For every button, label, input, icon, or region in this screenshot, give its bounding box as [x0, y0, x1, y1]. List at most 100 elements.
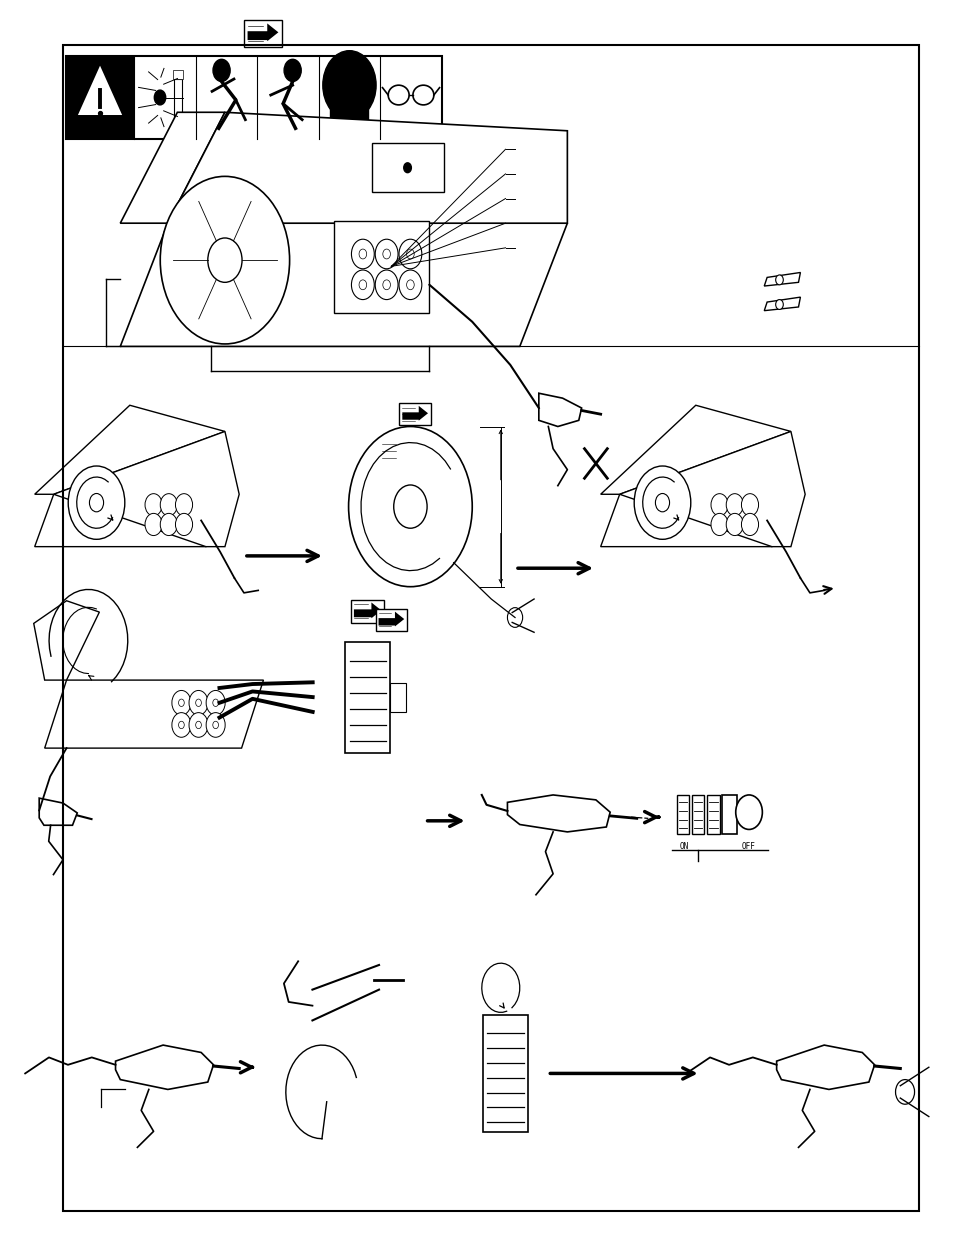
Polygon shape	[619, 431, 804, 547]
Circle shape	[740, 514, 758, 536]
Circle shape	[710, 494, 727, 516]
Polygon shape	[33, 600, 99, 680]
Circle shape	[160, 494, 177, 516]
Circle shape	[189, 690, 208, 715]
Circle shape	[406, 280, 414, 290]
Circle shape	[398, 270, 421, 300]
Polygon shape	[168, 112, 567, 224]
Bar	[390, 683, 405, 713]
Polygon shape	[600, 405, 790, 494]
Circle shape	[375, 270, 397, 300]
Circle shape	[351, 270, 374, 300]
Circle shape	[206, 690, 225, 715]
Circle shape	[655, 494, 669, 511]
Circle shape	[175, 514, 193, 536]
Bar	[244, 20, 281, 47]
Circle shape	[895, 1079, 914, 1104]
Polygon shape	[776, 1045, 874, 1089]
Polygon shape	[354, 603, 381, 619]
Circle shape	[178, 721, 184, 729]
Circle shape	[195, 721, 201, 729]
Polygon shape	[600, 494, 790, 547]
Ellipse shape	[388, 85, 409, 105]
Bar	[379, 440, 413, 463]
Circle shape	[634, 466, 690, 540]
Polygon shape	[538, 393, 581, 426]
Circle shape	[382, 280, 390, 290]
Circle shape	[172, 690, 191, 715]
Circle shape	[375, 240, 397, 269]
Polygon shape	[763, 298, 800, 311]
Polygon shape	[507, 795, 610, 832]
Polygon shape	[402, 406, 428, 421]
Bar	[372, 143, 443, 193]
Polygon shape	[78, 65, 122, 115]
Circle shape	[145, 494, 162, 516]
Polygon shape	[378, 611, 404, 626]
Bar	[721, 795, 736, 835]
Circle shape	[208, 238, 242, 283]
Bar	[330, 104, 368, 128]
Circle shape	[213, 699, 218, 706]
Bar	[691, 795, 703, 835]
Polygon shape	[120, 112, 225, 224]
Circle shape	[178, 699, 184, 706]
Polygon shape	[53, 431, 239, 547]
Bar	[344, 642, 390, 753]
Circle shape	[358, 249, 366, 259]
Polygon shape	[115, 1045, 213, 1089]
Circle shape	[406, 249, 414, 259]
Circle shape	[206, 713, 225, 737]
Circle shape	[322, 51, 375, 120]
Circle shape	[69, 466, 125, 540]
Circle shape	[398, 240, 421, 269]
Bar	[399, 403, 431, 425]
Bar	[63, 44, 919, 1212]
Bar	[375, 609, 407, 631]
Circle shape	[358, 280, 366, 290]
Circle shape	[284, 59, 301, 82]
Circle shape	[175, 494, 193, 516]
Circle shape	[160, 514, 177, 536]
Polygon shape	[45, 680, 263, 748]
Circle shape	[154, 90, 166, 105]
Circle shape	[775, 300, 782, 310]
Text: ON: ON	[679, 842, 688, 851]
Text: OFF: OFF	[741, 842, 755, 851]
Circle shape	[740, 494, 758, 516]
Circle shape	[213, 721, 218, 729]
Ellipse shape	[413, 85, 434, 105]
Bar	[351, 599, 384, 624]
Bar	[706, 795, 719, 835]
Polygon shape	[39, 798, 77, 825]
Polygon shape	[763, 273, 800, 287]
Polygon shape	[34, 494, 225, 547]
Circle shape	[507, 608, 522, 627]
Circle shape	[735, 795, 761, 830]
Circle shape	[145, 514, 162, 536]
Circle shape	[90, 494, 104, 511]
Circle shape	[172, 713, 191, 737]
Circle shape	[351, 240, 374, 269]
Circle shape	[195, 699, 201, 706]
Bar	[676, 795, 688, 835]
Circle shape	[725, 494, 742, 516]
Circle shape	[394, 485, 427, 529]
Circle shape	[213, 59, 230, 82]
Circle shape	[775, 275, 782, 285]
Circle shape	[710, 514, 727, 536]
Bar	[173, 70, 183, 79]
Circle shape	[725, 514, 742, 536]
Bar	[66, 56, 441, 140]
Bar	[334, 221, 429, 314]
Circle shape	[160, 177, 290, 343]
Circle shape	[348, 426, 472, 587]
Bar	[174, 79, 182, 128]
Bar	[482, 1015, 528, 1132]
Circle shape	[403, 163, 411, 173]
Circle shape	[382, 249, 390, 259]
Bar	[66, 56, 133, 140]
Polygon shape	[248, 23, 278, 41]
Circle shape	[189, 713, 208, 737]
Polygon shape	[382, 442, 410, 458]
